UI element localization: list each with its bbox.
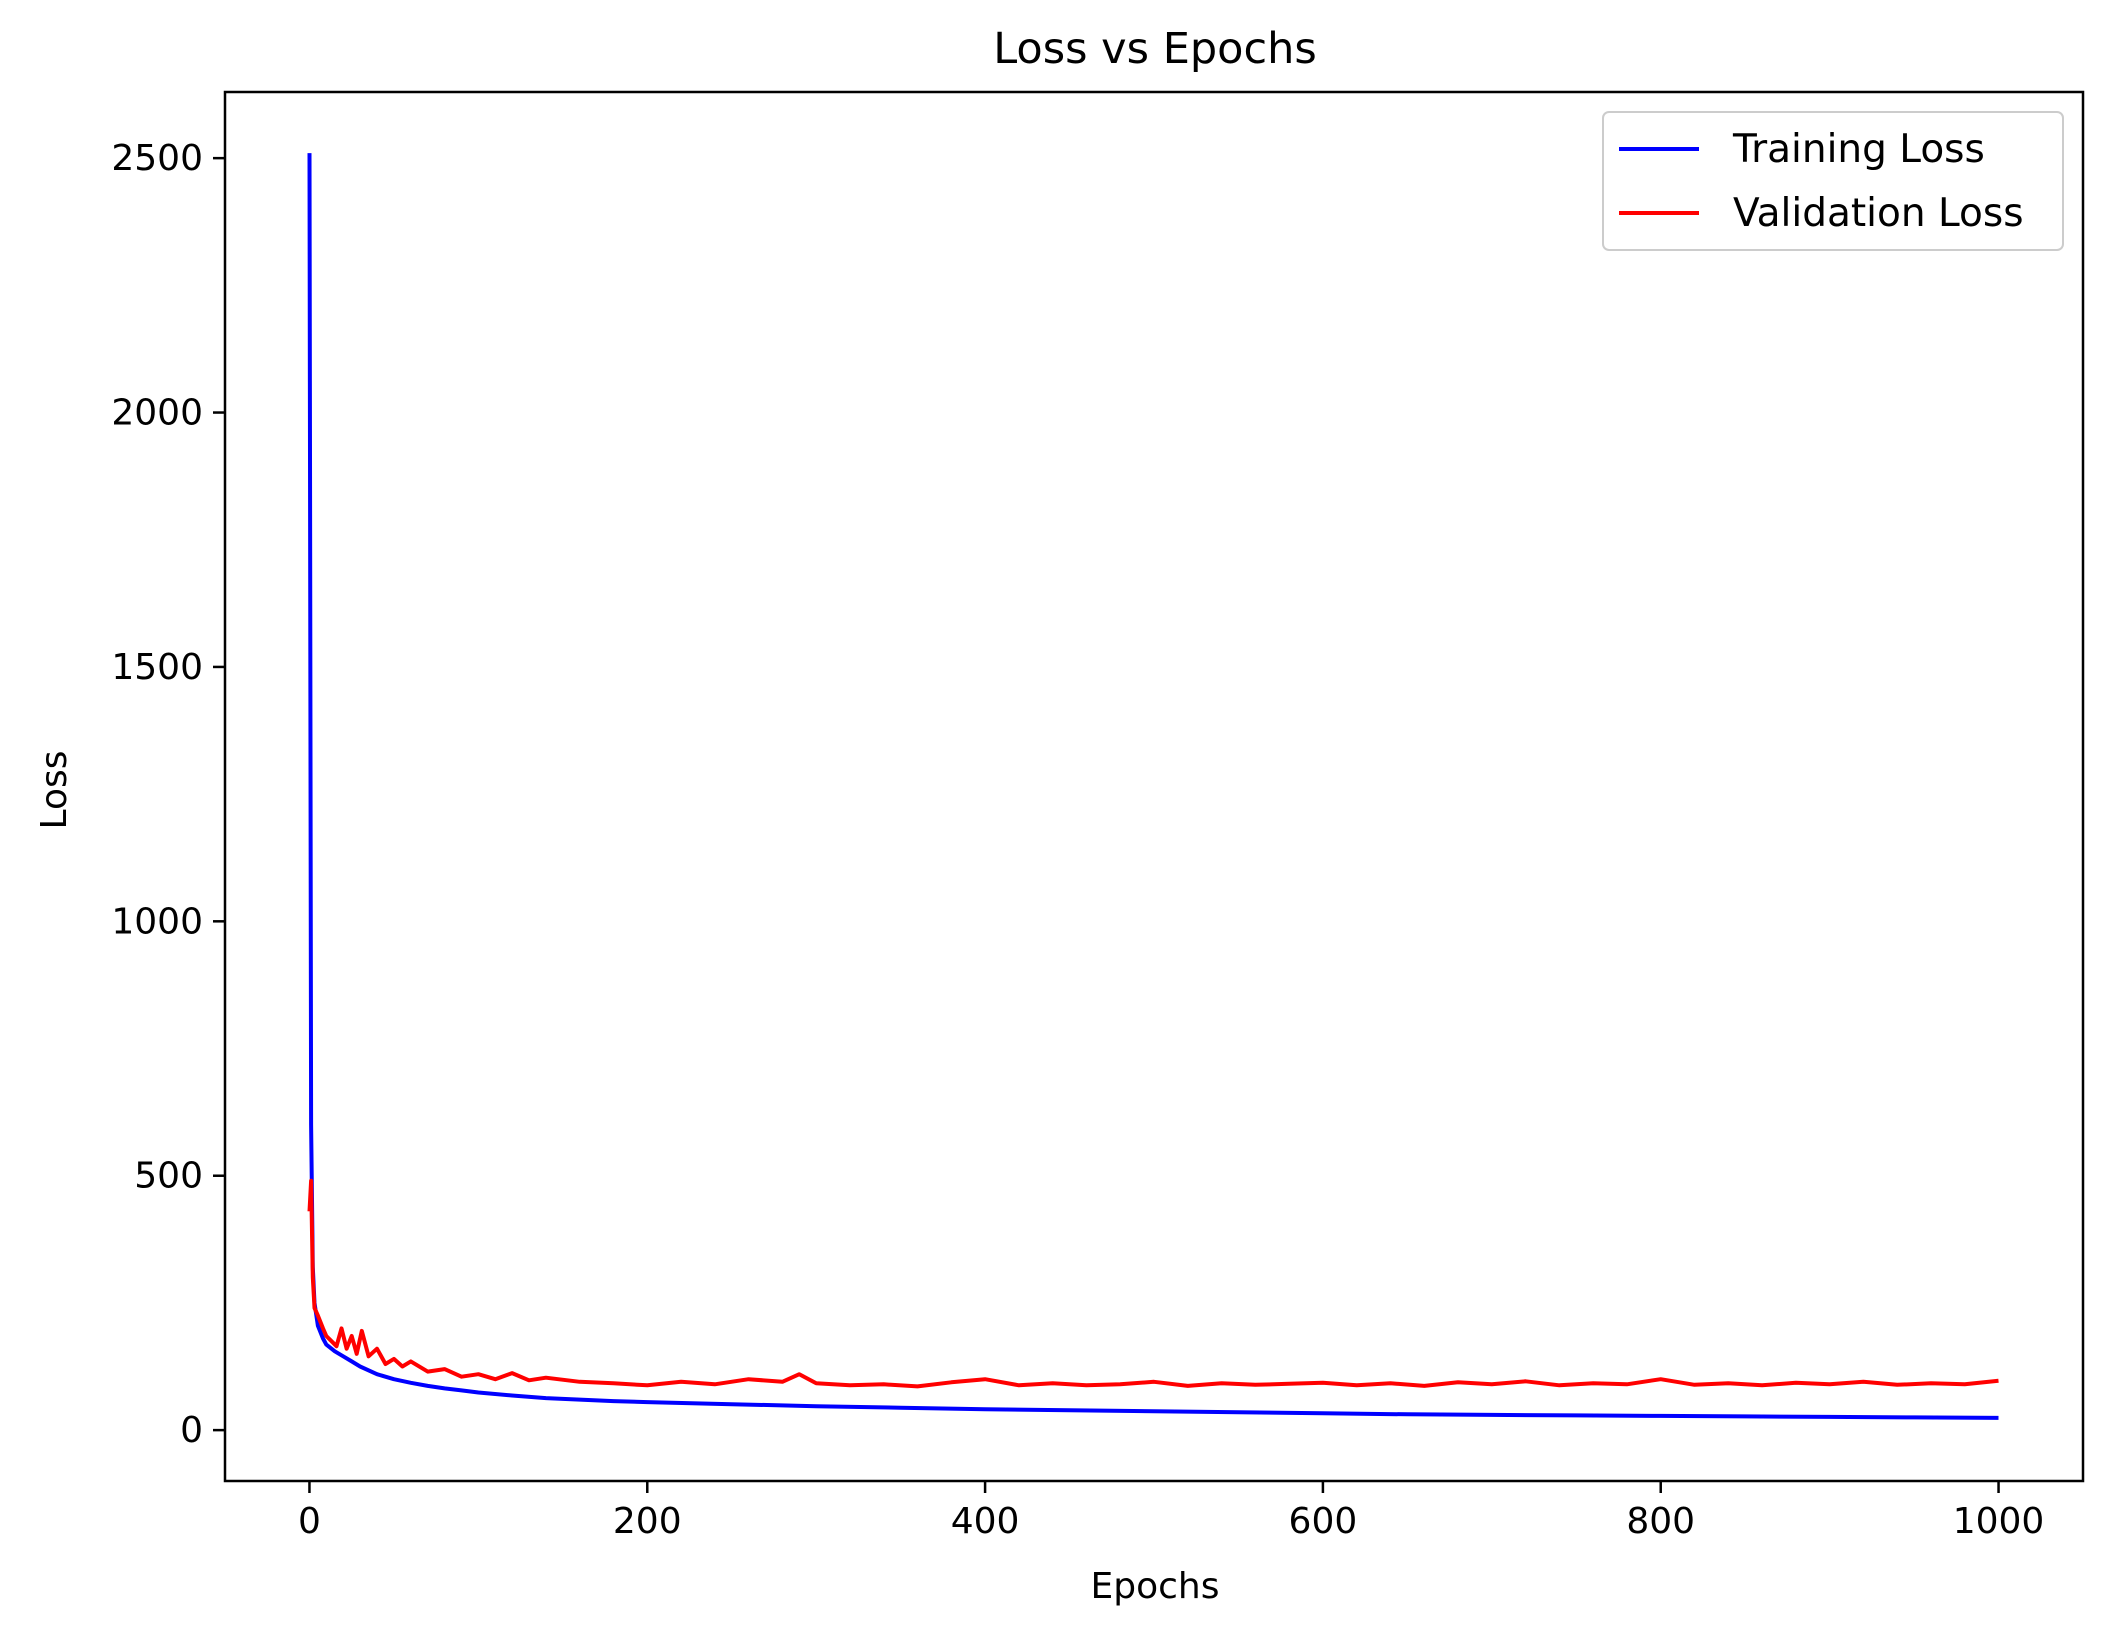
plot-area — [223, 90, 2085, 1483]
x-tick-label-2: 400 — [951, 1501, 1020, 1542]
legend: Training Loss Validation Loss — [1602, 111, 2064, 251]
series-line-1 — [307, 1178, 1999, 1389]
x-tick-label-5: 1000 — [1953, 1501, 2045, 1542]
y-tick-label-1: 500 — [134, 1156, 203, 1197]
legend-label-0: Training Loss — [1732, 127, 1985, 172]
x-tick-label-1: 200 — [613, 1501, 682, 1542]
y-tick-label-4: 2000 — [111, 393, 203, 434]
x-tick-label-3: 600 — [1289, 1501, 1358, 1542]
y-tick-label-2: 1000 — [111, 901, 203, 942]
x-axis-label: Epochs — [1091, 1566, 1220, 1607]
legend-box — [1602, 111, 2064, 251]
legend-label-1: Validation Loss — [1733, 191, 2024, 236]
chart-title: Loss vs Epochs — [993, 24, 1317, 74]
y-axis: 0 500 1000 1500 2000 2500 — [111, 138, 225, 1451]
y-axis-label: Loss — [34, 751, 75, 830]
x-tick-label-4: 800 — [1626, 1501, 1695, 1542]
y-tick-label-5: 2500 — [111, 138, 203, 179]
series-layer — [307, 153, 1999, 1420]
series-line-0 — [307, 153, 1999, 1420]
y-tick-label-0: 0 — [180, 1410, 203, 1451]
x-tick-label-0: 0 — [298, 1501, 321, 1542]
x-axis: 0 200 400 600 800 1000 — [298, 1481, 2044, 1542]
y-tick-label-3: 1500 — [111, 647, 203, 688]
